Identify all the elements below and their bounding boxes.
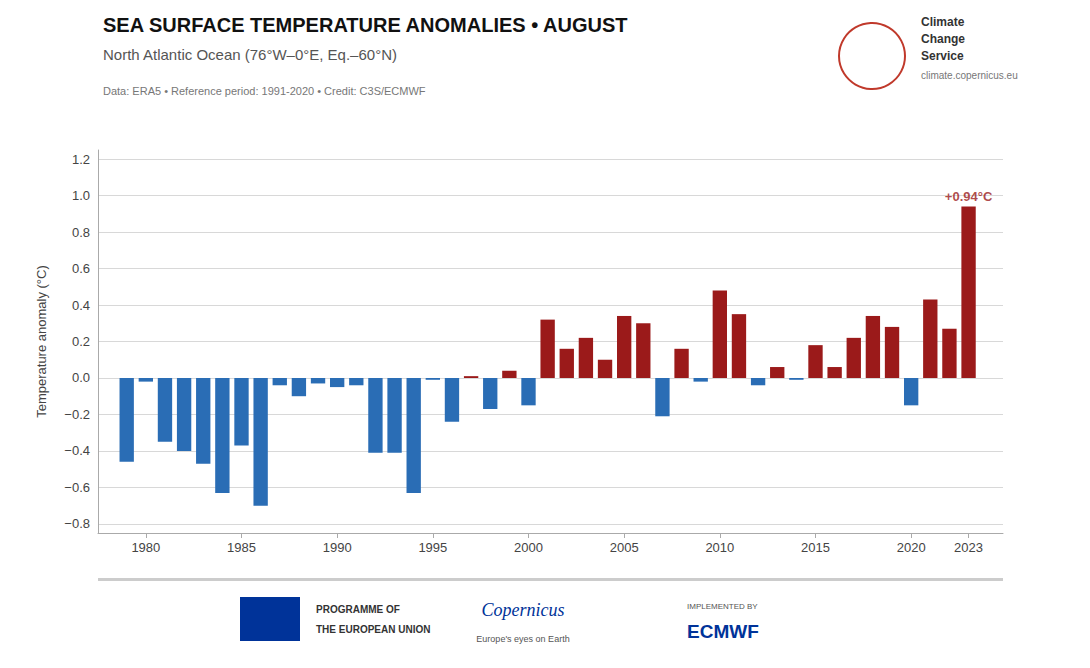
svg-text:0.2: 0.2	[72, 334, 90, 349]
svg-text:0.4: 0.4	[72, 298, 90, 313]
svg-text:Data: ERA5 • Reference period:: Data: ERA5 • Reference period: 1991-2020…	[103, 85, 426, 97]
svg-text:Europe's eyes on Earth: Europe's eyes on Earth	[476, 634, 569, 644]
svg-text:2000: 2000	[514, 540, 543, 555]
svg-text:2015: 2015	[801, 540, 830, 555]
svg-text:Service: Service	[921, 49, 964, 63]
svg-text:Change: Change	[921, 32, 965, 46]
svg-text:1985: 1985	[227, 540, 256, 555]
svg-text:1995: 1995	[418, 540, 447, 555]
svg-text:2010: 2010	[705, 540, 734, 555]
svg-text:PROGRAMME OF: PROGRAMME OF	[316, 604, 400, 615]
svg-text:−0.4: −0.4	[64, 443, 90, 458]
svg-text:−0.8: −0.8	[64, 516, 90, 531]
svg-text:Climate: Climate	[921, 15, 965, 29]
svg-text:1980: 1980	[131, 540, 160, 555]
svg-text:SEA SURFACE TEMPERATURE ANOMAL: SEA SURFACE TEMPERATURE ANOMALIES • AUGU…	[103, 14, 627, 36]
svg-text:2005: 2005	[610, 540, 639, 555]
svg-text:0.8: 0.8	[72, 225, 90, 240]
svg-text:−0.2: −0.2	[64, 407, 90, 422]
svg-text:−0.6: −0.6	[64, 480, 90, 495]
svg-text:ECMWF: ECMWF	[687, 621, 759, 642]
svg-text:1.2: 1.2	[72, 152, 90, 167]
svg-text:0.0: 0.0	[72, 370, 90, 385]
svg-text:climate.copernicus.eu: climate.copernicus.eu	[921, 70, 1018, 81]
svg-text:+0.94°C: +0.94°C	[945, 189, 993, 204]
svg-text:Copernicus: Copernicus	[482, 600, 565, 620]
svg-text:North Atlantic Ocean (76°W–0°E: North Atlantic Ocean (76°W–0°E, Eq.–60°N…	[103, 46, 397, 63]
svg-text:IMPLEMENTED BY: IMPLEMENTED BY	[687, 602, 758, 611]
svg-text:0.6: 0.6	[72, 261, 90, 276]
svg-text:THE EUROPEAN UNION: THE EUROPEAN UNION	[316, 624, 430, 635]
svg-text:Temperature anomaly (°C): Temperature anomaly (°C)	[34, 265, 49, 418]
svg-text:2023: 2023	[954, 540, 983, 555]
svg-text:1.0: 1.0	[72, 188, 90, 203]
svg-text:1990: 1990	[323, 540, 352, 555]
svg-text:2020: 2020	[897, 540, 926, 555]
